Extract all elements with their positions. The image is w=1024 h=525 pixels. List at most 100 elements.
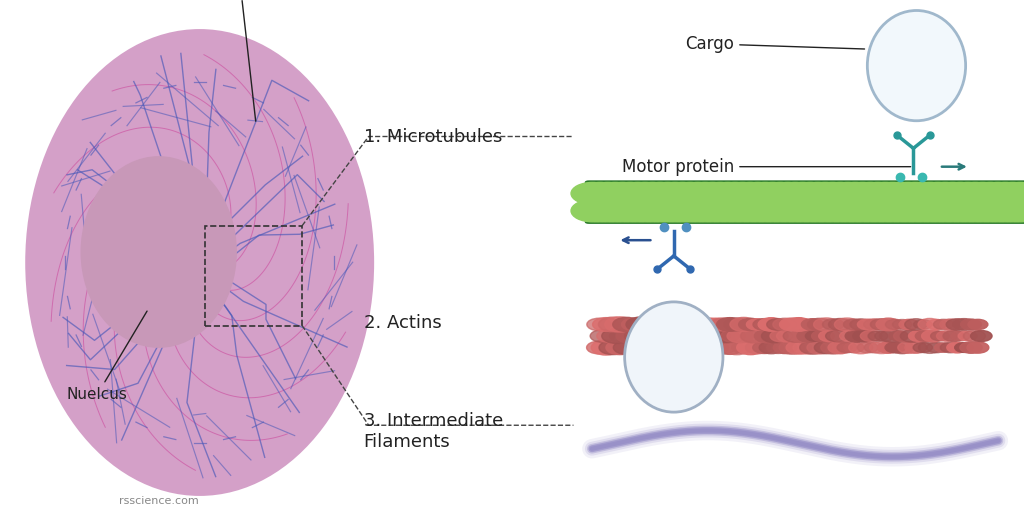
Circle shape (612, 317, 640, 332)
Ellipse shape (28, 32, 372, 493)
Circle shape (964, 330, 985, 342)
Circle shape (899, 319, 919, 330)
Circle shape (856, 183, 899, 204)
Circle shape (958, 331, 977, 341)
Circle shape (796, 183, 839, 204)
Circle shape (908, 200, 951, 222)
Circle shape (812, 330, 835, 342)
Circle shape (645, 330, 670, 342)
Circle shape (946, 183, 989, 204)
Circle shape (773, 342, 797, 353)
Circle shape (976, 183, 1019, 204)
Circle shape (849, 183, 892, 204)
Circle shape (886, 200, 929, 222)
Circle shape (804, 183, 847, 204)
Circle shape (653, 200, 696, 222)
Circle shape (860, 331, 882, 341)
Circle shape (959, 342, 982, 353)
Circle shape (692, 329, 719, 343)
Circle shape (828, 319, 852, 330)
Circle shape (703, 318, 728, 331)
Circle shape (631, 200, 674, 222)
Text: 2. Actins: 2. Actins (364, 314, 441, 332)
Circle shape (934, 343, 952, 352)
Circle shape (947, 342, 968, 353)
Circle shape (753, 342, 776, 353)
Circle shape (636, 329, 666, 343)
Circle shape (976, 200, 1019, 222)
Circle shape (869, 341, 893, 354)
Circle shape (759, 341, 783, 354)
Circle shape (808, 318, 831, 331)
Circle shape (703, 341, 729, 354)
Circle shape (759, 183, 802, 204)
Circle shape (766, 183, 809, 204)
Circle shape (822, 319, 844, 330)
Circle shape (647, 340, 675, 355)
Circle shape (954, 343, 974, 352)
Circle shape (841, 183, 884, 204)
Circle shape (922, 330, 944, 342)
Circle shape (759, 200, 802, 222)
Circle shape (905, 319, 927, 330)
Circle shape (571, 183, 614, 204)
Circle shape (736, 200, 779, 222)
Circle shape (624, 183, 667, 204)
Circle shape (622, 318, 645, 331)
Circle shape (729, 183, 772, 204)
Circle shape (698, 329, 726, 343)
Circle shape (826, 200, 869, 222)
Circle shape (913, 343, 933, 352)
Circle shape (850, 319, 871, 330)
Circle shape (601, 200, 644, 222)
Circle shape (723, 340, 751, 355)
Circle shape (998, 183, 1024, 204)
Circle shape (961, 319, 981, 330)
Circle shape (579, 200, 622, 222)
Circle shape (655, 341, 680, 354)
Circle shape (781, 183, 824, 204)
Circle shape (682, 341, 709, 354)
Circle shape (689, 341, 716, 354)
Circle shape (951, 331, 970, 341)
Circle shape (934, 319, 953, 330)
Circle shape (893, 320, 911, 329)
Circle shape (908, 331, 930, 341)
Circle shape (878, 342, 899, 353)
Circle shape (863, 200, 906, 222)
Circle shape (730, 318, 758, 331)
Circle shape (908, 183, 951, 204)
Circle shape (901, 200, 944, 222)
Circle shape (918, 319, 941, 330)
Circle shape (788, 200, 831, 222)
Circle shape (613, 341, 640, 354)
Circle shape (811, 183, 854, 204)
Circle shape (946, 319, 969, 330)
Circle shape (915, 330, 937, 342)
Circle shape (586, 183, 629, 204)
Circle shape (940, 319, 961, 330)
Circle shape (969, 200, 1012, 222)
Circle shape (639, 340, 669, 355)
Circle shape (818, 200, 861, 222)
Circle shape (967, 342, 989, 353)
Circle shape (818, 183, 861, 204)
Circle shape (632, 340, 663, 355)
Circle shape (821, 341, 846, 354)
Circle shape (931, 331, 949, 341)
Circle shape (916, 183, 959, 204)
Text: 3. Intermediate
Filaments: 3. Intermediate Filaments (364, 412, 503, 451)
Circle shape (828, 341, 852, 354)
Circle shape (879, 183, 922, 204)
Circle shape (684, 329, 714, 343)
Circle shape (758, 318, 784, 331)
Circle shape (773, 318, 798, 331)
Circle shape (844, 342, 864, 353)
Circle shape (953, 200, 996, 222)
Circle shape (635, 318, 659, 331)
Circle shape (811, 200, 854, 222)
Circle shape (767, 319, 790, 330)
Circle shape (642, 318, 667, 331)
Circle shape (698, 183, 741, 204)
Circle shape (594, 183, 637, 204)
